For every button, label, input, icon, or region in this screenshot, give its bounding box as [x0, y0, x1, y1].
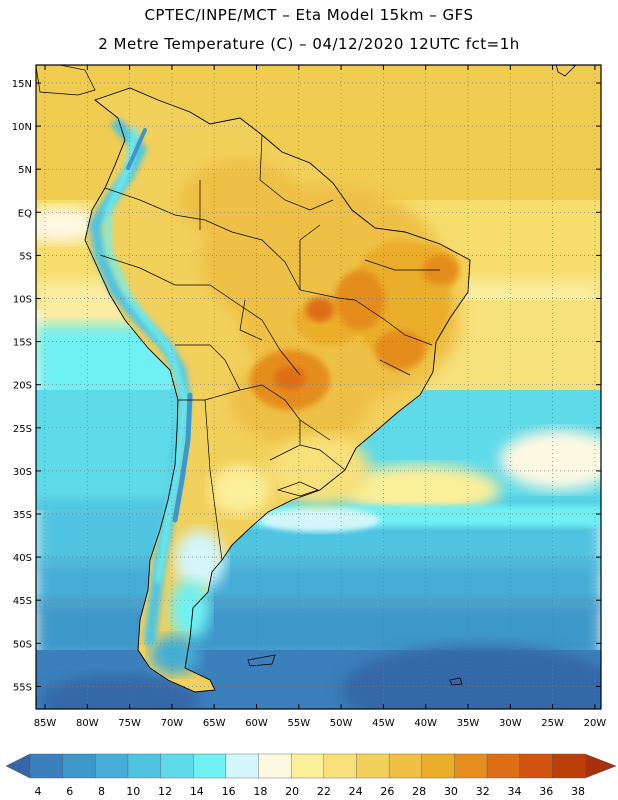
gridlines: [36, 65, 601, 709]
colorbar-label: 18: [253, 785, 267, 798]
colorbar-swatch: [225, 753, 260, 779]
colorbar-swatch: [62, 753, 96, 779]
colorbar-swatch: [160, 753, 194, 779]
lat-label: 55S: [13, 682, 32, 693]
lon-label: 85W: [34, 718, 57, 729]
lat-label: 50S: [13, 639, 32, 650]
lat-label: 25S: [13, 424, 32, 435]
colorbar-label: 24: [349, 785, 363, 798]
colorbar-swatch: [258, 753, 292, 779]
colorbar-label: 10: [126, 785, 140, 798]
lat-label: 10N: [12, 122, 32, 133]
lat-label: 15S: [13, 338, 32, 349]
colorbar-label: 14: [190, 785, 204, 798]
lon-label: 35W: [457, 718, 480, 729]
colorbar-label: 26: [380, 785, 394, 798]
colorbar-swatch: [552, 753, 586, 779]
map-title-line-1: CPTEC/INPE/MCT – Eta Model 15km – GFS: [144, 6, 474, 24]
colorbar-label: 6: [66, 785, 73, 798]
colorbar-right-arrow: [584, 753, 617, 779]
colorbar-swatch: [454, 753, 488, 779]
colorbar-label: 34: [507, 785, 521, 798]
latitude-labels: 15N 10N 5N EQ 5S 10S 15S 20S 25S 30S 35S 40S 45S 50S 5…: [12, 79, 32, 693]
colorbar-label: 22: [317, 785, 331, 798]
lon-label: 20W: [584, 718, 607, 729]
lon-label: 80W: [76, 718, 99, 729]
lat-label: 20S: [13, 381, 32, 392]
colorbar: 4 6 8 10 12 14 16 18 20 22 24 26 28 30 32 34 36 38: [5, 753, 617, 798]
lon-label: 40W: [414, 718, 437, 729]
lon-label: 60W: [245, 718, 268, 729]
lon-label: 30W: [499, 718, 522, 729]
temperature-field: [36, 65, 601, 709]
lat-label: 15N: [12, 79, 32, 90]
colorbar-swatch: [290, 753, 325, 779]
map-title-line-2: 2 Metre Temperature (C) – 04/12/2020 12U…: [98, 35, 520, 53]
colorbar-label: 8: [98, 785, 105, 798]
lat-label: EQ: [18, 208, 32, 219]
country-borders: [99, 134, 440, 561]
lat-label: 5N: [18, 165, 32, 176]
colorbar-swatch: [388, 753, 423, 779]
lon-label: 65W: [203, 718, 226, 729]
longitude-labels: 85W 80W 75W 70W 65W 60W 55W 50W 45W 40W 35W 30W 25W 2…: [34, 718, 607, 729]
colorbar-swatch: [193, 753, 227, 779]
lon-label: 55W: [287, 718, 310, 729]
colorbar-swatch: [421, 753, 456, 779]
map-frame: [35, 64, 602, 710]
lat-label: 30S: [13, 467, 32, 478]
coastline: [84, 87, 471, 693]
lon-label: 45W: [372, 718, 395, 729]
colorbar-label: 30: [444, 785, 458, 798]
lat-label: 10S: [13, 295, 32, 306]
colorbar-label: 38: [571, 785, 585, 798]
axis-ticks: [36, 65, 601, 709]
lon-label: 50W: [330, 718, 353, 729]
colorbar-swatch: [519, 753, 554, 779]
lat-label: 5S: [19, 251, 32, 262]
lat-label: 45S: [13, 596, 32, 607]
colorbar-swatch: [323, 753, 358, 779]
colorbar-swatch: [29, 753, 64, 779]
colorbar-swatch: [356, 753, 390, 779]
colorbar-swatch: [95, 753, 129, 779]
colorbar-left-arrow: [5, 753, 31, 779]
colorbar-swatch: [486, 753, 521, 779]
colorbar-label: 32: [476, 785, 490, 798]
lon-label: 25W: [541, 718, 564, 729]
lon-label: 70W: [161, 718, 184, 729]
lat-label: 35S: [13, 510, 32, 521]
colorbar-label: 4: [35, 785, 42, 798]
colorbar-label: 20: [285, 785, 299, 798]
colorbar-label: 12: [158, 785, 172, 798]
colorbar-label: 36: [539, 785, 553, 798]
lon-label: 75W: [118, 718, 141, 729]
colorbar-swatch: [127, 753, 162, 779]
lat-label: 40S: [13, 553, 32, 564]
colorbar-label: 28: [412, 785, 426, 798]
colorbar-label: 16: [222, 785, 236, 798]
